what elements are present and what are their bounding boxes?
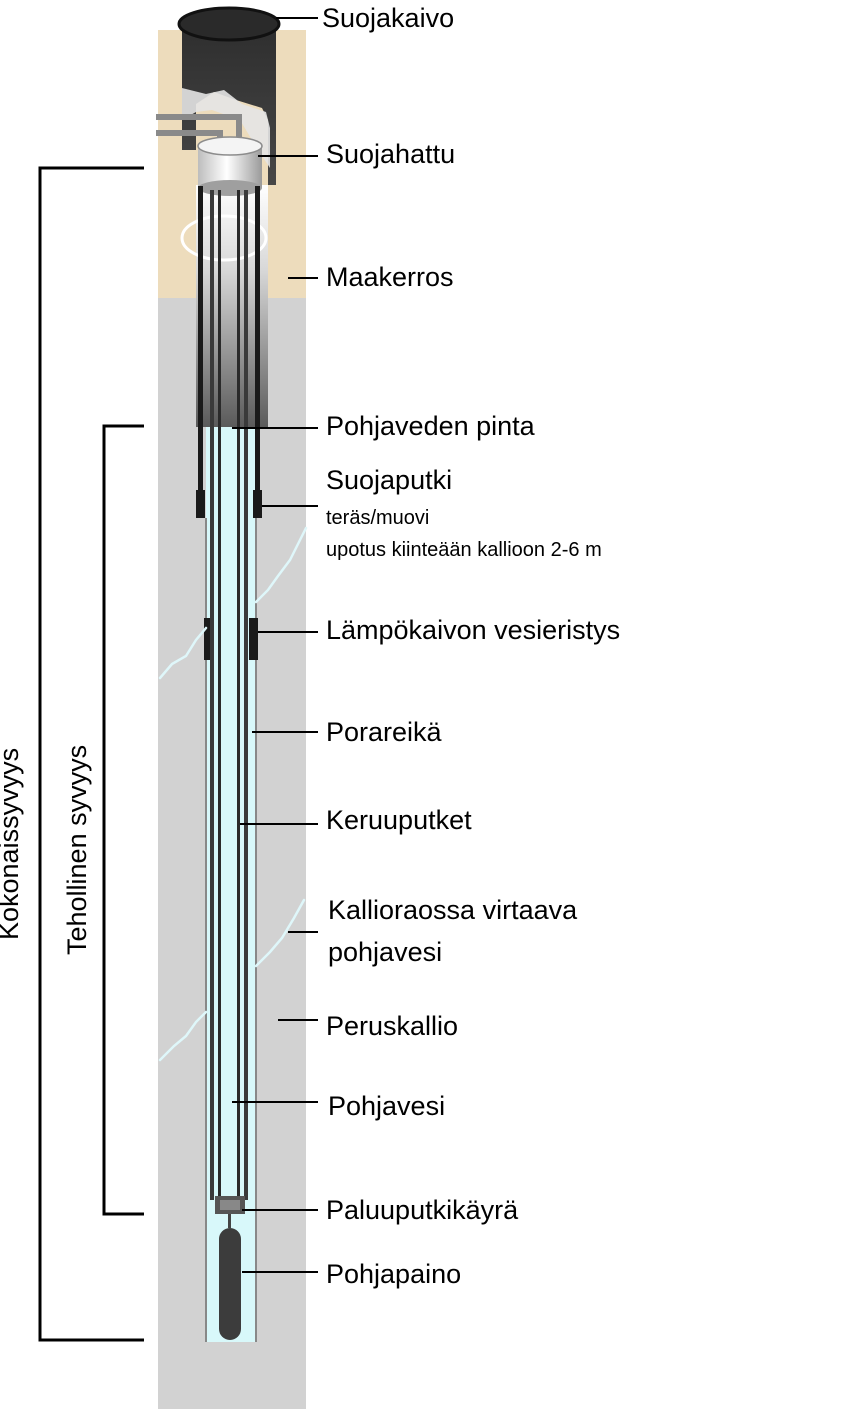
effective-depth-bracket bbox=[102, 424, 144, 1216]
label-paluuputkikayra: Paluuputkikäyrä bbox=[326, 1195, 519, 1225]
borehole-walls bbox=[205, 518, 257, 1342]
label-pohjapaino: Pohjapaino bbox=[326, 1259, 461, 1289]
label-suojaputki-material: teräs/muovi bbox=[326, 507, 429, 529]
label-maakerros: Maakerros bbox=[326, 262, 454, 292]
label-keruuputket: Keruuputket bbox=[326, 805, 472, 835]
ground-ring bbox=[180, 214, 268, 262]
label-kokonaissyvyys: Kokonaissyvyys bbox=[0, 748, 24, 940]
water-seal bbox=[204, 618, 258, 660]
return-bend bbox=[215, 1196, 245, 1228]
protective-well-rim bbox=[177, 6, 281, 42]
label-tehollinen-syvyys: Tehollinen syvyys bbox=[62, 745, 92, 955]
bottom-weight bbox=[219, 1228, 241, 1340]
rock-fractures bbox=[158, 526, 308, 1062]
label-virtaava-line2: pohjavesi bbox=[328, 937, 442, 967]
label-pohjavesi: Pohjavesi bbox=[328, 1091, 445, 1121]
label-virtaava-line1: Kallioraossa virtaava bbox=[328, 895, 578, 925]
protective-cap bbox=[197, 136, 263, 196]
label-porareika: Porareikä bbox=[326, 717, 443, 747]
leader-lines bbox=[232, 17, 318, 1273]
collector-pipes bbox=[210, 190, 248, 1200]
protective-well bbox=[182, 24, 276, 185]
label-peruskallio: Peruskallio bbox=[326, 1011, 458, 1041]
label-suojaputki: Suojaputki bbox=[326, 465, 452, 495]
label-vesieristys: Lämpökaivon vesieristys bbox=[326, 615, 620, 645]
casing-pipe bbox=[196, 186, 262, 518]
well-cutaway bbox=[182, 88, 270, 168]
label-suojaputki-depth: upotus kiinteään kallioon 2-6 m bbox=[326, 539, 602, 561]
label-pohjaveden-pinta: Pohjaveden pinta bbox=[326, 411, 536, 441]
label-suojakaivo: Suojakaivo bbox=[322, 3, 454, 33]
label-suojahattu: Suojahattu bbox=[326, 139, 455, 169]
total-depth-bracket bbox=[38, 166, 144, 1342]
